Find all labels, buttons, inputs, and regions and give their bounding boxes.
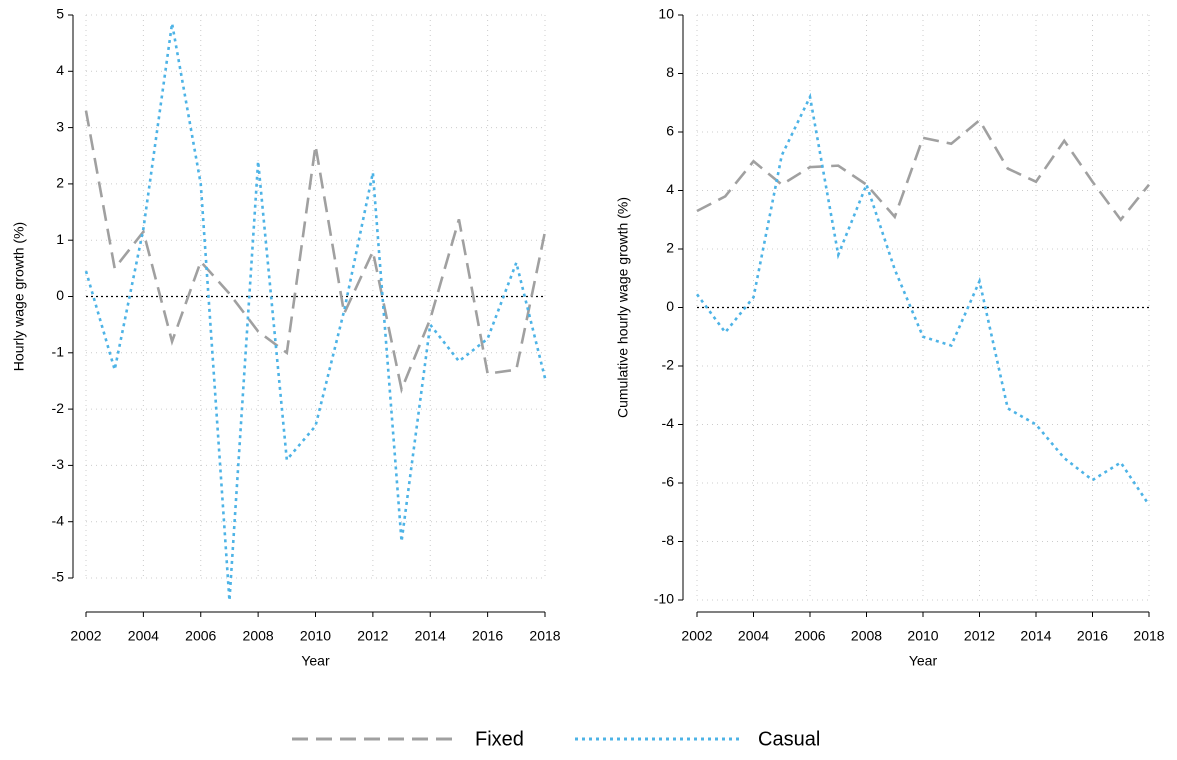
legend-label: Casual [758,728,820,750]
y-tick-label: 4 [56,62,64,78]
x-tick-label: 2014 [1020,628,1051,644]
y-axis-label: Hourly wage growth (%) [11,222,27,371]
y-tick-label: -4 [662,415,675,431]
series-line [696,118,1151,222]
y-tick-label: 1 [56,231,64,247]
x-tick-label: 2006 [185,628,216,644]
y-tick-label: -2 [662,357,675,373]
series-line [84,110,547,394]
x-tick-label: 2018 [529,628,560,644]
y-tick-label: 6 [666,123,674,139]
x-tick-label: 2002 [70,628,101,644]
x-tick-label: 2004 [128,628,159,644]
y-tick-label: 4 [666,181,674,197]
y-tick-label: 10 [658,6,674,22]
x-tick-label: 2010 [300,628,331,644]
x-tick-label: 2002 [681,628,712,644]
x-tick-label: 2016 [472,628,503,644]
series-line [84,23,547,601]
y-tick-label: -10 [654,591,674,607]
y-tick-label: 0 [56,287,64,303]
y-tick-label: -5 [52,569,65,585]
x-tick-label: 2008 [851,628,882,644]
y-tick-label: -6 [662,474,675,490]
x-axis-label: Year [301,653,330,669]
y-tick-label: -1 [52,344,65,360]
x-tick-label: 2014 [415,628,446,644]
y-tick-label: 3 [56,118,64,134]
x-tick-label: 2010 [907,628,938,644]
x-tick-label: 2008 [243,628,274,644]
legend-label: Fixed [475,728,524,750]
y-tick-label: -3 [52,456,65,472]
x-tick-label: 2012 [357,628,388,644]
y-tick-label: 8 [666,64,674,80]
y-tick-label: -2 [52,400,65,416]
y-tick-label: -8 [662,532,675,548]
x-axis-label: Year [909,653,938,669]
y-tick-label: 5 [56,6,64,22]
x-tick-label: 2004 [738,628,769,644]
series-line [695,92,1151,506]
y-tick-label: -4 [52,512,65,528]
x-tick-label: 2018 [1133,628,1164,644]
y-tick-label: 2 [56,175,64,191]
x-tick-label: 2006 [794,628,825,644]
x-tick-label: 2012 [964,628,995,644]
x-tick-label: 2016 [1077,628,1108,644]
y-tick-label: 2 [666,240,674,256]
y-axis-label: Cumulative hourly wage growth (%) [615,197,631,418]
y-tick-label: 0 [666,298,674,314]
